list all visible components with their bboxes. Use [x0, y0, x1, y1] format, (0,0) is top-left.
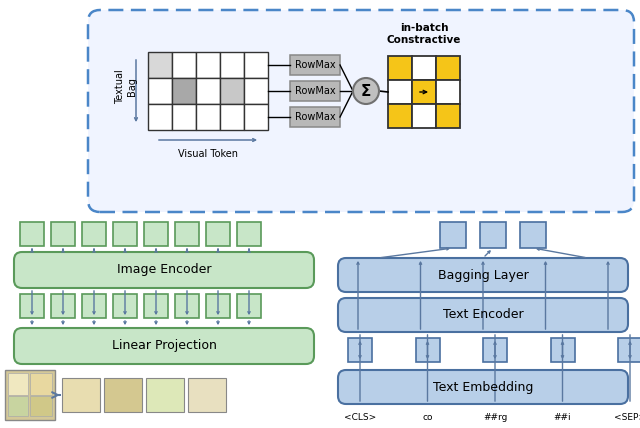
Bar: [51, 294, 75, 318]
Text: RowMax: RowMax: [294, 86, 335, 96]
Bar: [480, 222, 506, 248]
Bar: [412, 56, 436, 80]
Bar: [618, 338, 640, 362]
Text: in-batch
Constractive: in-batch Constractive: [387, 23, 461, 45]
Text: <SEP>: <SEP>: [614, 413, 640, 422]
Bar: [30, 373, 52, 395]
Bar: [20, 294, 44, 318]
Bar: [388, 104, 412, 128]
Text: RowMax: RowMax: [294, 112, 335, 122]
FancyBboxPatch shape: [88, 10, 634, 212]
Bar: [348, 338, 372, 362]
Bar: [8, 373, 28, 395]
Text: co: co: [422, 413, 433, 422]
Bar: [20, 222, 44, 246]
Bar: [144, 294, 168, 318]
Bar: [8, 396, 28, 416]
Bar: [30, 396, 52, 416]
Text: Text Encoder: Text Encoder: [443, 309, 524, 321]
Bar: [148, 52, 172, 78]
Bar: [290, 81, 340, 101]
Bar: [51, 222, 75, 246]
FancyBboxPatch shape: [338, 258, 628, 292]
Bar: [290, 55, 340, 75]
Bar: [483, 338, 507, 362]
Bar: [148, 78, 172, 104]
FancyBboxPatch shape: [338, 298, 628, 332]
Bar: [237, 222, 261, 246]
Bar: [172, 104, 196, 130]
Text: Text Embedding: Text Embedding: [433, 380, 533, 393]
Bar: [244, 52, 268, 78]
Bar: [82, 294, 106, 318]
FancyBboxPatch shape: [14, 328, 314, 364]
Bar: [5, 370, 55, 420]
Text: Image Encoder: Image Encoder: [116, 264, 211, 276]
Text: Bagging Layer: Bagging Layer: [438, 268, 529, 282]
Circle shape: [353, 78, 379, 104]
Bar: [196, 104, 220, 130]
Bar: [146, 378, 184, 412]
Bar: [388, 56, 412, 80]
Bar: [412, 104, 436, 128]
Bar: [175, 294, 199, 318]
Bar: [436, 56, 460, 80]
Bar: [196, 78, 220, 104]
Bar: [82, 222, 106, 246]
Bar: [220, 104, 244, 130]
Bar: [144, 222, 168, 246]
Bar: [148, 104, 172, 130]
Bar: [388, 80, 412, 104]
Bar: [206, 294, 230, 318]
FancyBboxPatch shape: [338, 370, 628, 404]
Bar: [172, 78, 196, 104]
Bar: [290, 107, 340, 127]
Text: Linear Projection: Linear Projection: [111, 339, 216, 353]
Bar: [237, 294, 261, 318]
Bar: [436, 80, 460, 104]
Bar: [175, 222, 199, 246]
Bar: [550, 338, 575, 362]
Bar: [415, 338, 440, 362]
Bar: [206, 222, 230, 246]
Text: Σ: Σ: [361, 83, 371, 98]
Bar: [113, 294, 137, 318]
Text: Visual Token: Visual Token: [178, 149, 238, 159]
Bar: [62, 378, 100, 412]
Text: RowMax: RowMax: [294, 60, 335, 70]
FancyBboxPatch shape: [14, 252, 314, 288]
Bar: [172, 52, 196, 78]
Bar: [412, 80, 436, 104]
Bar: [113, 222, 137, 246]
Bar: [440, 222, 466, 248]
Bar: [196, 52, 220, 78]
Text: ##rg: ##rg: [483, 413, 507, 422]
Text: ##i: ##i: [554, 413, 572, 422]
Bar: [520, 222, 546, 248]
Text: Textual
Bag: Textual Bag: [115, 70, 137, 104]
Bar: [220, 52, 244, 78]
Bar: [220, 78, 244, 104]
Bar: [104, 378, 142, 412]
Text: <CLS>: <CLS>: [344, 413, 376, 422]
Bar: [244, 78, 268, 104]
Bar: [436, 104, 460, 128]
Bar: [244, 104, 268, 130]
Bar: [188, 378, 226, 412]
